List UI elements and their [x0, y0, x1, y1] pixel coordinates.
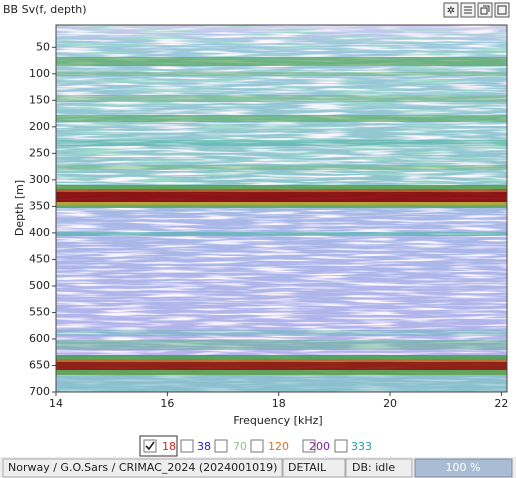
restore-icon [480, 5, 490, 15]
y-tick-label: 200 [29, 120, 50, 133]
status-cell [2, 458, 283, 478]
channel-checkbox[interactable] [250, 439, 264, 453]
close-icon [497, 5, 507, 15]
y-tick-label: 400 [29, 226, 50, 239]
menu-icon [464, 6, 472, 14]
axes: 50 100 150 200 250 300 350 400 450 500 550 600 650 70… [29, 40, 508, 410]
y-tick-label: 700 [29, 385, 50, 398]
y-tick-label: 550 [29, 305, 50, 318]
y-tick-label: 100 [29, 67, 50, 80]
status-mode: DETAIL [288, 461, 327, 474]
status-cell [345, 458, 413, 478]
channel-checkbox[interactable] [143, 439, 157, 453]
x-tick-label: 18 [272, 397, 286, 410]
channel-checkbox[interactable] [214, 439, 228, 453]
status-background [0, 457, 516, 478]
channel-checkbox[interactable] [334, 439, 348, 453]
y-tick-label: 650 [29, 358, 50, 371]
channel-checkbox[interactable] [180, 439, 194, 453]
y-tick-label: 600 [29, 332, 50, 345]
y-axis-label: Depth [m] [13, 180, 26, 236]
x-tick-label: 22 [494, 397, 508, 410]
y-tick-label: 450 [29, 252, 50, 265]
status-cell [282, 458, 346, 478]
channel-label: 70 [233, 440, 247, 453]
status-bar: Norway / G.O.Sars / CRIMAC_2024 (2024001… [0, 457, 516, 478]
progress-bar [414, 458, 513, 478]
echogram [56, 25, 507, 392]
channel-label: 18 [162, 440, 176, 453]
settings-icon: ✲ [447, 6, 455, 17]
channel-label: 200 [309, 440, 330, 453]
y-tick-label: 350 [29, 199, 50, 212]
focus-ring [139, 435, 178, 457]
y-tick-label: 300 [29, 173, 50, 186]
echogram-texture [56, 25, 507, 392]
channel-checkbox[interactable] [302, 439, 316, 453]
status-db: DB: idle [352, 461, 395, 474]
settings-button[interactable] [443, 2, 459, 18]
y-tick-label: 500 [29, 279, 50, 292]
x-axis-label: Frequency [kHz] [233, 414, 322, 427]
status-location: Norway / G.O.Sars / CRIMAC_2024 (2024001… [8, 461, 277, 474]
x-tick-label: 20 [383, 397, 397, 410]
channel-selector: 18 38 70 120 200 333 [143, 439, 372, 453]
channel-label: 120 [268, 440, 289, 453]
y-tick-label: 150 [29, 93, 50, 106]
restore-button[interactable] [477, 2, 493, 18]
x-tick-label: 16 [160, 397, 174, 410]
channel-label: 38 [197, 440, 211, 453]
y-tick-label: 250 [29, 146, 50, 159]
plot-frame [55, 24, 508, 393]
x-tick-label: 14 [49, 397, 63, 410]
checkmark [145, 441, 155, 451]
y-tick-label: 50 [36, 40, 50, 53]
close-button[interactable] [494, 2, 510, 18]
window-title: BB Sv(f, depth) [3, 3, 87, 16]
window-buttons: ✲ [443, 2, 510, 18]
channel-label: 333 [351, 440, 372, 453]
echo-bands [56, 57, 507, 392]
progress-text: 100 % [446, 461, 481, 474]
